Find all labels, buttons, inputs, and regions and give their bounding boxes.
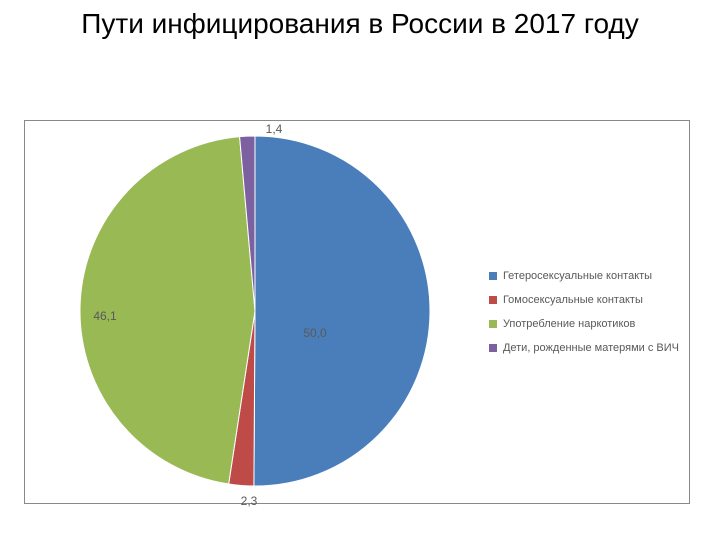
slice-label-1: 2,3 bbox=[241, 494, 258, 508]
legend-item-0: Гетеросексуальные контакты bbox=[489, 270, 679, 282]
chart-inner: 50,0 2,3 46,1 1,4 Гетеросексуальные конт… bbox=[25, 121, 689, 503]
legend-label-0: Гетеросексуальные контакты bbox=[503, 270, 652, 282]
legend-item-1: Гомосексуальные контакты bbox=[489, 294, 679, 306]
legend-swatch-0 bbox=[489, 272, 497, 280]
legend: Гетеросексуальные контакты Гомосексуальн… bbox=[489, 264, 679, 360]
legend-label-3: Дети, рожденные матерями с ВИЧ bbox=[503, 342, 679, 354]
chart-title: Пути инфицирования в России в 2017 году bbox=[40, 8, 680, 40]
legend-item-2: Употребление наркотиков bbox=[489, 318, 679, 330]
chart-frame: 50,0 2,3 46,1 1,4 Гетеросексуальные конт… bbox=[24, 120, 690, 504]
legend-swatch-1 bbox=[489, 296, 497, 304]
pie-svg bbox=[80, 136, 430, 486]
legend-label-1: Гомосексуальные контакты bbox=[503, 294, 643, 306]
slice-label-2: 46,1 bbox=[93, 309, 116, 323]
pie-chart bbox=[80, 136, 430, 486]
legend-label-2: Употребление наркотиков bbox=[503, 318, 635, 330]
legend-item-3: Дети, рожденные матерями с ВИЧ bbox=[489, 342, 679, 354]
legend-swatch-2 bbox=[489, 320, 497, 328]
slide: { "title": { "text": "Пути инфицирования… bbox=[0, 8, 720, 540]
legend-swatch-3 bbox=[489, 344, 497, 352]
slice-label-0: 50,0 bbox=[303, 326, 326, 340]
slice-label-3: 1,4 bbox=[266, 122, 283, 136]
